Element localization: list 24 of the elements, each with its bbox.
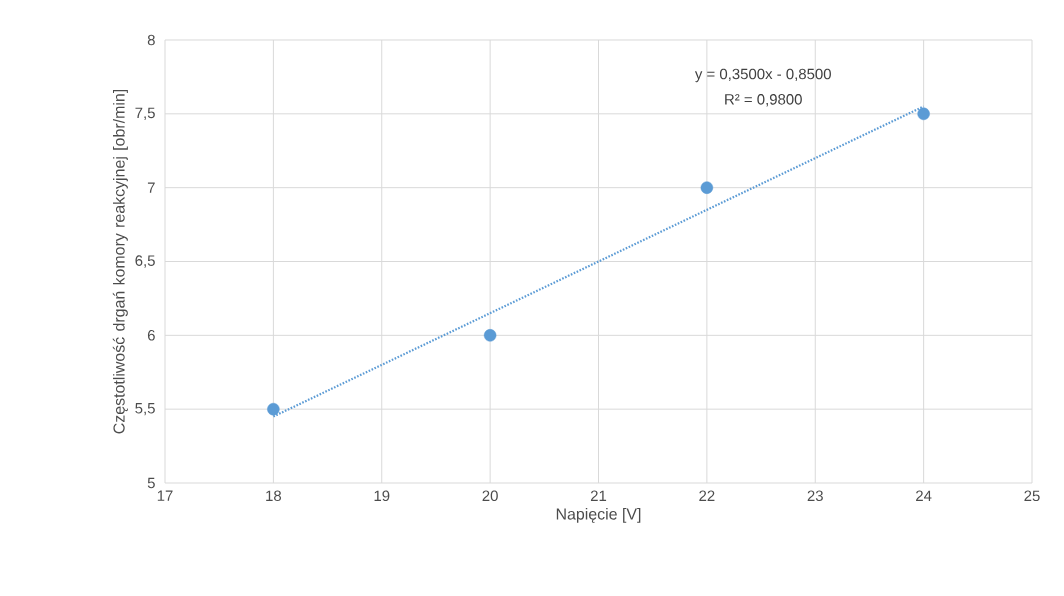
point [483, 329, 497, 342]
y-tick-label: 8 [147, 34, 155, 46]
y-tick-label: 7 [147, 182, 155, 193]
point [267, 402, 280, 416]
x-axis-title: Napięcie [V] [556, 507, 641, 523]
y-tick-label: 5,5 [135, 403, 155, 416]
y-tick-label: 6 [147, 330, 155, 341]
x-tick-label: 21 [590, 490, 607, 501]
x-tick-label: 19 [374, 490, 390, 502]
x-tick-label: 22 [699, 490, 715, 501]
x-tick-label: 17 [157, 490, 173, 501]
annotation: y = 0,3500x - 0,8500 [694, 68, 831, 83]
point [917, 107, 930, 121]
x-tick-label: 25 [1024, 490, 1040, 502]
x-tick-label: 24 [916, 490, 932, 501]
x-tick-label: 20 [482, 490, 498, 502]
y-tick-label: 5 [147, 477, 155, 489]
x-tick-label: 18 [266, 490, 282, 502]
y-tick-label: 6,5 [135, 255, 155, 268]
annotation: R² = 0,9800 [725, 94, 802, 107]
x-tick-label: 23 [807, 490, 823, 502]
y-tick-label: 7,5 [135, 107, 155, 120]
point [700, 181, 714, 194]
y-axis-title: Częstotliwość drgań komory reakcyjnej [obr/min] [112, 89, 128, 434]
